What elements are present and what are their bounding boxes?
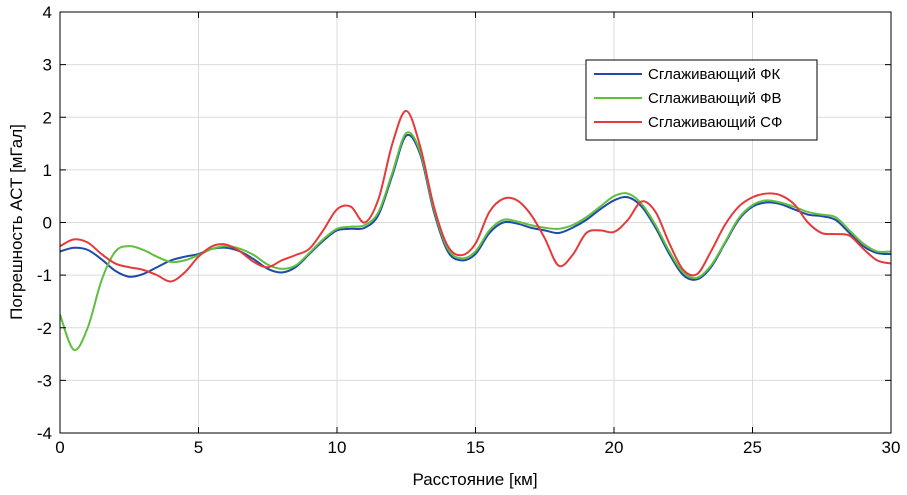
x-tick-label: 20 [605, 438, 624, 457]
x-axis-label: Расстояние [км] [412, 470, 537, 489]
legend-label: Сглаживающий ФК [648, 66, 781, 83]
x-tick-label: 10 [328, 438, 347, 457]
y-tick-label: -4 [37, 424, 52, 443]
y-tick-label: 0 [43, 214, 52, 233]
x-tick-label: 15 [466, 438, 485, 457]
y-tick-label: 2 [43, 108, 52, 127]
y-tick-label: 1 [43, 161, 52, 180]
y-axis-label: Погрешность АСТ [мГал] [7, 124, 26, 320]
legend-label: Сглаживающий СФ [648, 114, 782, 131]
y-tick-label: -1 [37, 266, 52, 285]
x-tick-label: 25 [743, 438, 762, 457]
y-tick-label: 4 [43, 3, 52, 22]
y-tick-label: -2 [37, 319, 52, 338]
x-tick-label: 0 [55, 438, 64, 457]
series-line-2 [59, 131, 892, 352]
x-tick-label: 5 [194, 438, 203, 457]
y-tick-label: 3 [43, 56, 52, 75]
series-line-3 [59, 109, 892, 283]
legend-label: Сглаживающий ФВ [648, 90, 782, 107]
x-tick-label: 30 [882, 438, 901, 457]
series-layer [59, 109, 892, 352]
legend: Сглаживающий ФК Сглаживающий ФВ Сглаживающ… [585, 59, 818, 141]
y-tick-label: -3 [37, 371, 52, 390]
ticks: 0 5 10 15 20 25 30 -4 -3 -2 -1 0 1 2 3 4 [37, 3, 901, 457]
